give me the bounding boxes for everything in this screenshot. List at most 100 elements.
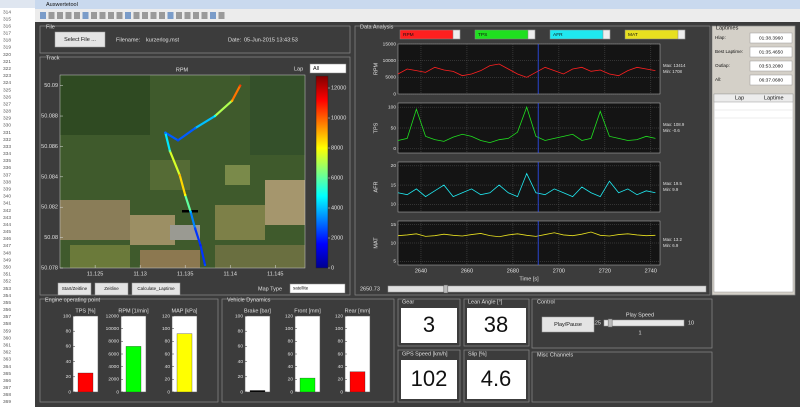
date-label: Date:: [228, 37, 242, 43]
zeitline-button[interactable]: [94, 282, 129, 296]
line-number: 357: [3, 314, 11, 320]
toolbar-icon[interactable]: [193, 12, 199, 19]
button-label: Select File ...: [64, 37, 96, 43]
toolbar-icon[interactable]: [150, 12, 157, 19]
plot-area: [397, 43, 661, 95]
start-button[interactable]: [57, 282, 92, 296]
line-number: 334: [3, 151, 11, 157]
laptime-button[interactable]: [131, 282, 181, 296]
select-file-button[interactable]: [54, 31, 106, 48]
toolbar-icon[interactable]: [57, 12, 63, 19]
window-title: Auswertetool: [46, 2, 78, 8]
y-tick-label: 2000: [108, 377, 119, 383]
line-number: 329: [3, 116, 11, 122]
track-panel: [39, 56, 351, 296]
x-tick-label: 11.145: [267, 271, 283, 277]
y-tick-label: 80: [66, 328, 72, 334]
slider-thumb[interactable]: [443, 284, 449, 294]
y-tick-label: 50.08: [44, 235, 58, 241]
colorbar-tick-label: 8000: [331, 145, 343, 151]
x-tick-label: 2720: [599, 268, 611, 274]
toolbar-icon[interactable]: [142, 12, 148, 19]
button-label: Start/Zeitline: [62, 286, 88, 291]
line-number: 344: [3, 222, 11, 228]
toolbar-icon[interactable]: [116, 12, 123, 19]
toolbar-icon[interactable]: [125, 12, 131, 19]
toolbar-icon[interactable]: [99, 12, 106, 19]
track-segment: [176, 127, 197, 142]
line-number: 327: [3, 101, 11, 107]
line-number: 351: [3, 272, 11, 278]
play-pause-button[interactable]: [541, 316, 595, 333]
bar: [77, 372, 94, 393]
toolbar-icon[interactable]: [65, 12, 72, 19]
speed-slider[interactable]: [603, 319, 685, 327]
gauge-label: RPM [1/min]: [118, 308, 149, 314]
forest: [250, 75, 305, 155]
gauge-label: Brake [bar]: [244, 308, 271, 314]
line-number: 349: [3, 257, 11, 263]
gear-panel: [397, 298, 461, 347]
y-tick-label: 10000: [383, 58, 397, 64]
display-label: Gear: [402, 299, 414, 305]
track-segment: [189, 210, 197, 230]
display-box: [467, 308, 526, 343]
track-segment: [164, 131, 171, 153]
y-tick-label: 120: [162, 313, 170, 319]
y-tick-label: 10000: [106, 326, 120, 332]
y-tick-label: 20: [288, 377, 294, 383]
toolbar-icon[interactable]: [40, 12, 46, 19]
track-segment: [178, 174, 187, 197]
laptime-value: 01:35.4650: [759, 49, 783, 55]
toolbar-icon[interactable]: [218, 12, 225, 19]
toolbar-icon[interactable]: [176, 12, 182, 19]
toolbar-icon[interactable]: [48, 12, 55, 19]
gauge-label: Front [mm]: [294, 308, 321, 314]
toolbar-icon[interactable]: [108, 12, 114, 19]
track-point: [213, 114, 217, 118]
line-number: 369: [3, 399, 11, 405]
y-tick-label: 50.088: [41, 113, 58, 119]
y-tick-label: 50.09: [44, 83, 58, 89]
toolbar-icon[interactable]: [91, 12, 97, 19]
toolbar-icon[interactable]: [82, 12, 89, 19]
x-tick-label: 11.13: [133, 271, 146, 277]
toolbar-icon[interactable]: [201, 12, 208, 19]
line-number: 365: [3, 371, 11, 377]
engine-panel: [39, 298, 219, 403]
toolbar-icon[interactable]: [74, 12, 80, 19]
toolbar-icon[interactable]: [133, 12, 140, 19]
y-tick-label: 60: [288, 351, 294, 357]
time-slider[interactable]: [387, 285, 707, 293]
toolbar[interactable]: [35, 9, 800, 22]
legend-label: RPM: [403, 32, 414, 38]
display-box: [401, 308, 457, 343]
laptime-box: [749, 46, 793, 58]
line-number: 356: [3, 307, 11, 313]
forest: [60, 75, 150, 135]
toolbar-icon[interactable]: [210, 12, 216, 19]
line-number: 315: [3, 16, 11, 22]
laptime-box: [749, 74, 793, 86]
lap-dropdown[interactable]: [309, 63, 347, 74]
annotation: Max: 108.9: [663, 122, 685, 127]
toolbar-icon[interactable]: [167, 12, 174, 19]
track-point: [176, 139, 180, 142]
legend-label: AFR: [553, 32, 563, 38]
map-type-dropdown[interactable]: [289, 283, 346, 294]
y-tick-label: 80: [238, 328, 244, 334]
toolbar-icon[interactable]: [184, 12, 191, 19]
laptime-label: Best Laptime:: [715, 49, 743, 54]
line-number: 339: [3, 187, 11, 193]
y-tick-label: 15: [391, 182, 397, 188]
track-segment: [164, 131, 180, 142]
toolbar-icon[interactable]: [159, 12, 165, 19]
line-number: 316: [3, 23, 11, 29]
speed-thumb[interactable]: [607, 318, 613, 328]
y-tick-label: 100: [63, 313, 71, 319]
satellite-map: [60, 75, 305, 268]
display-value: 3: [423, 312, 435, 337]
line-number: 324: [3, 80, 11, 86]
colorbar-tick-label: 4000: [331, 205, 343, 211]
